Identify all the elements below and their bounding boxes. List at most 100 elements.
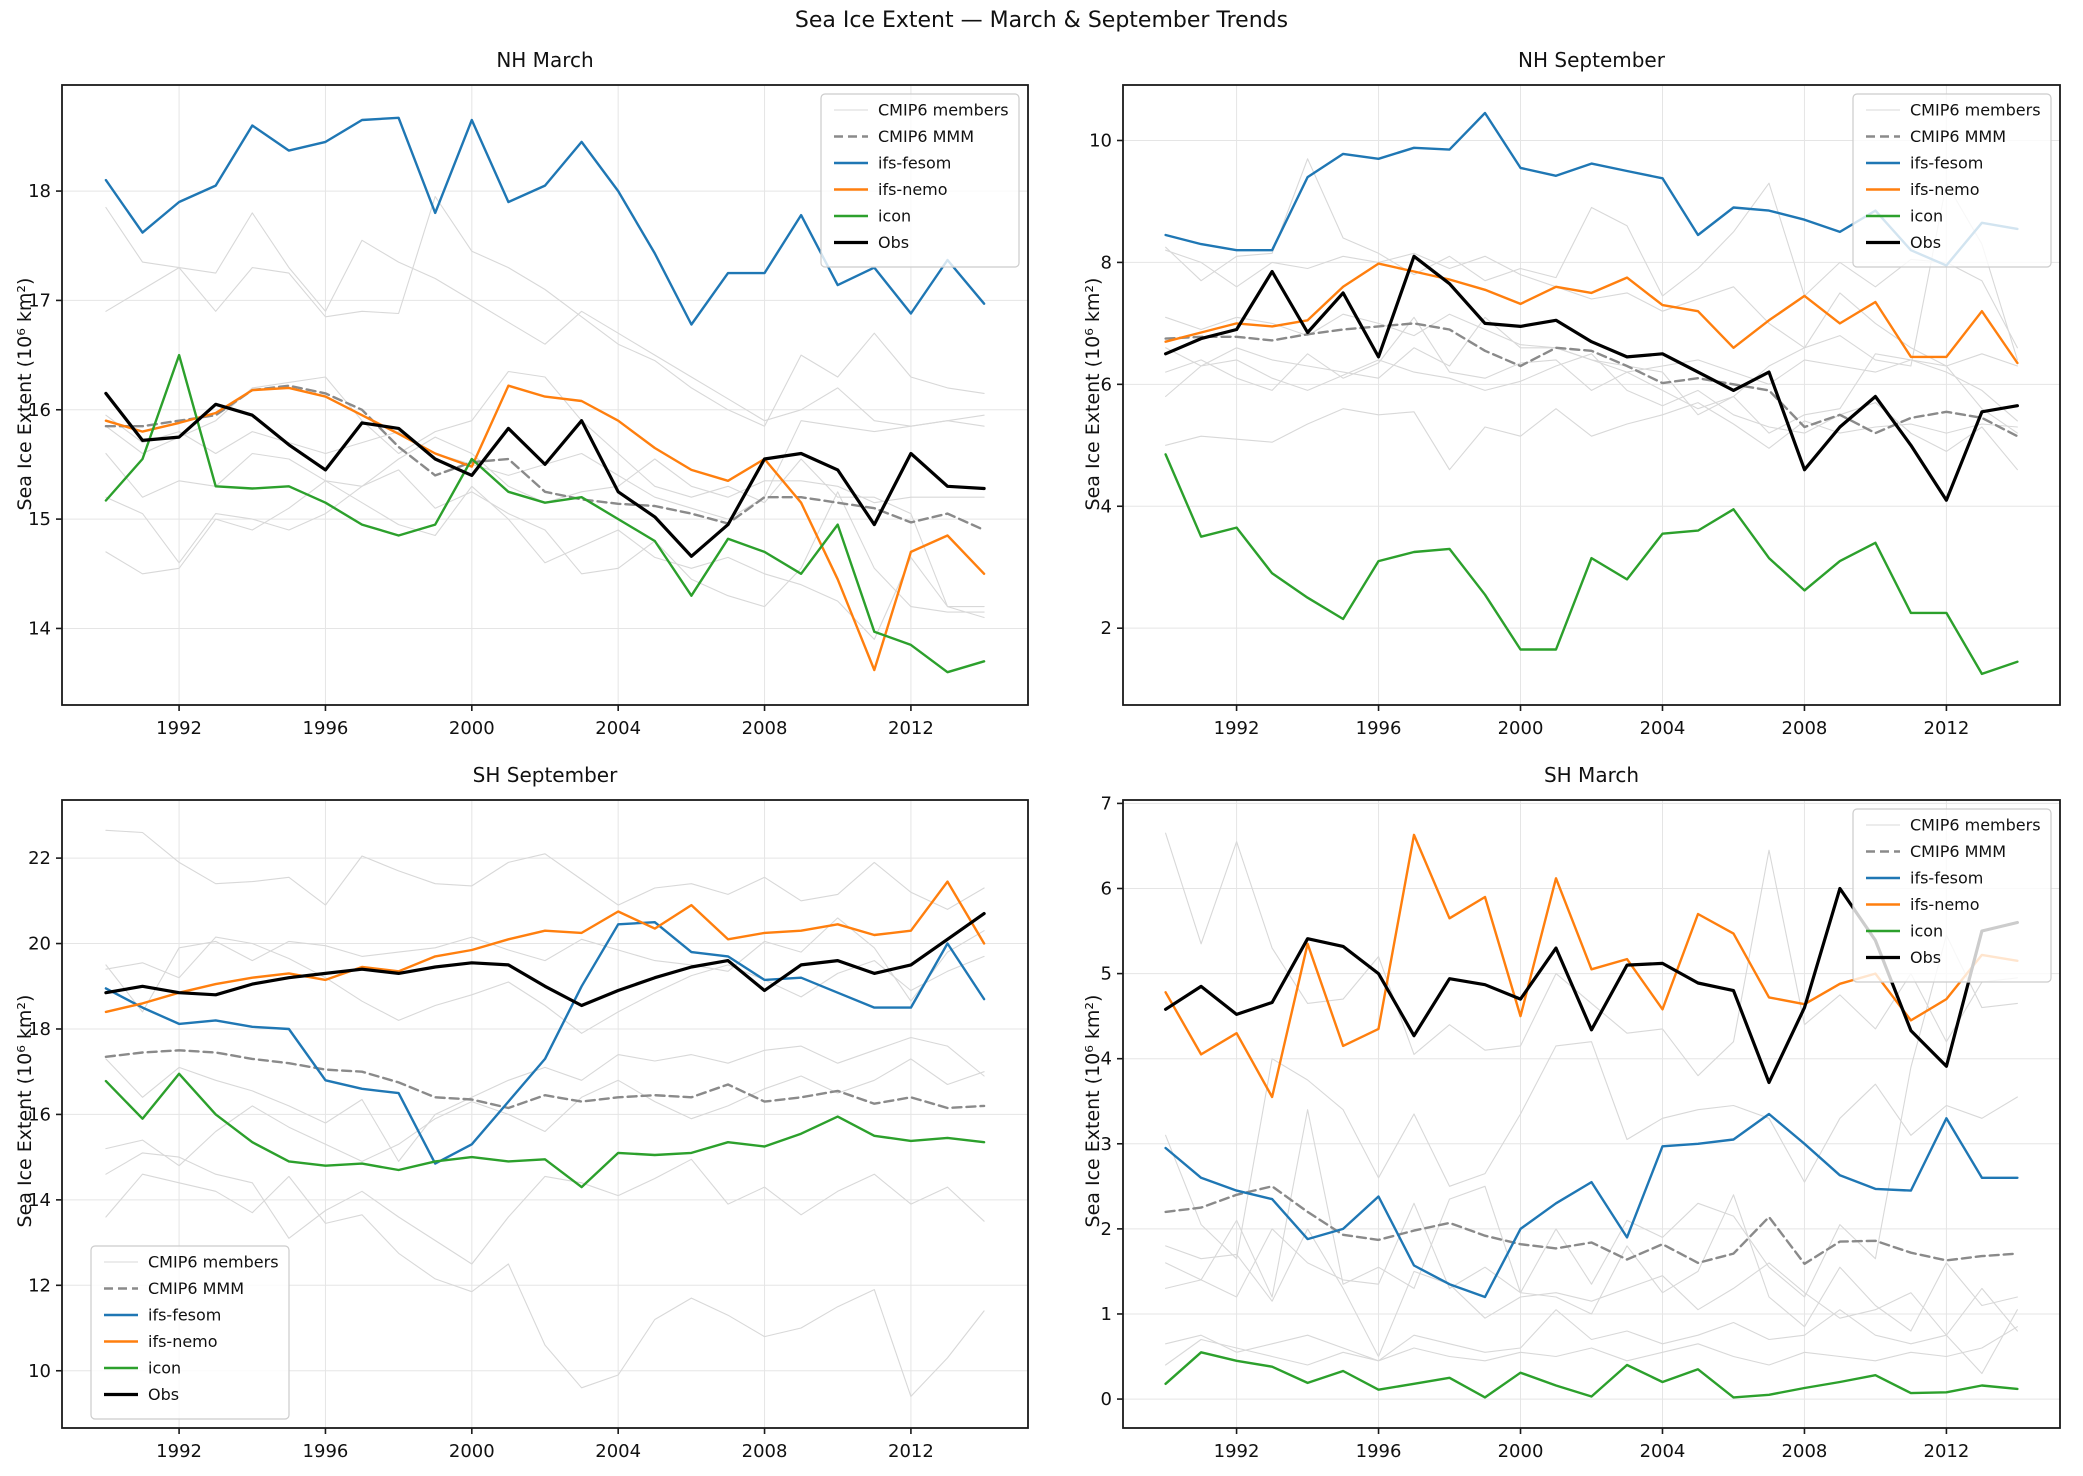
x-tick-label: 2000: [449, 718, 495, 739]
legend-label-members: CMIP6 members: [1910, 816, 2041, 835]
member-line-3: [1165, 1194, 2018, 1332]
y-tick-label: 5: [1101, 964, 1112, 985]
legend-label-members: CMIP6 members: [1910, 101, 2041, 120]
panel-sh-september: 1992 1996 2000 2004 2008 2012 10 12 14 16 18 20 22 CM…: [28, 799, 1029, 1462]
obs-line: [104, 391, 986, 558]
x-tick-label: 1992: [1214, 718, 1260, 739]
member-line-5: [105, 936, 985, 1034]
panel-nh-march: 1992 1996 2000 2004 2008 2012 14 15 16 17 18 CMIP6 …: [28, 84, 1029, 739]
icon-line: [1164, 453, 2019, 676]
x-tick-label: 2008: [742, 1441, 788, 1462]
member-line-5: [1165, 1326, 2018, 1366]
legend-label-fesom: ifs-fesom: [1910, 154, 1983, 173]
legend-label-mmm: CMIP6 MMM: [148, 1279, 244, 1298]
x-tick-label: 2004: [595, 1441, 641, 1462]
legend-label-nemo: ifs-nemo: [148, 1332, 218, 1351]
member-line-3: [105, 1152, 985, 1265]
y-tick-label: 16: [28, 1104, 51, 1125]
x-tick-label: 2004: [595, 718, 641, 739]
x-tick-label: 2000: [1498, 1441, 1544, 1462]
x-tick-label: 1996: [1356, 718, 1402, 739]
x-tick-label: 2012: [888, 718, 934, 739]
y-tick-label: 18: [28, 181, 51, 202]
member-line-4: [105, 1173, 985, 1397]
ifs-fesom-line: [1164, 1112, 2019, 1299]
member-line-0: [1165, 832, 2018, 1077]
y-tick-label: 16: [28, 400, 51, 421]
y-tick-label: 8: [1101, 252, 1112, 273]
legend-label-obs: Obs: [148, 1385, 179, 1404]
x-tick-label: 2012: [888, 1441, 934, 1462]
x-tick-label: 2012: [1924, 718, 1970, 739]
cmip6-mmm-line: [104, 384, 986, 532]
ifs-fesom-line: [104, 921, 986, 1165]
member-line-2: [105, 1036, 985, 1162]
y-tick-label: 2: [1101, 1219, 1112, 1240]
icon-line: [104, 1072, 986, 1189]
legend-label-obs: Obs: [1910, 233, 1941, 252]
member-line-5: [105, 480, 985, 640]
legend-label-fesom: ifs-fesom: [1910, 869, 1983, 888]
member-line-6: [1165, 1228, 2018, 1375]
member-line-6: [105, 1058, 985, 1167]
x-tick-label: 1992: [156, 1441, 202, 1462]
member-line-1: [105, 195, 985, 427]
y-tick-label: 17: [28, 290, 51, 311]
member-line-0: [105, 206, 985, 427]
panel-title-sh-september: SH September: [472, 763, 618, 787]
y-tick-label: 14: [28, 618, 51, 639]
y-tick-label: 6: [1101, 374, 1112, 395]
y-tick-label: 6: [1101, 878, 1112, 899]
legend-label-nemo: ifs-nemo: [1910, 895, 1980, 914]
y-tick-label: 22: [28, 848, 51, 869]
y-tick-label: 15: [28, 509, 51, 530]
x-tick-label: 2004: [1640, 718, 1686, 739]
obs-line: [104, 911, 986, 1008]
legend: CMIP6 members CMIP6 MMM ifs-fesom ifs-nemo i…: [1852, 808, 2052, 983]
cmip6-member-lines: [1165, 832, 2018, 1375]
y-tick-label: 3: [1101, 1134, 1112, 1155]
member-line-1: [1165, 1041, 2018, 1260]
legend-label-members: CMIP6 members: [148, 1253, 279, 1272]
legend-label-icon: icon: [148, 1359, 181, 1378]
icon-line: [1164, 1351, 2019, 1399]
cmip6-mmm-line: [104, 1049, 986, 1110]
x-tick-label: 2008: [742, 718, 788, 739]
legend-label-obs: Obs: [1910, 948, 1941, 967]
x-tick-label: 2008: [1782, 1441, 1828, 1462]
member-line-5: [1165, 313, 2018, 422]
legend-label-icon: icon: [1910, 207, 1943, 226]
y-tick-label: 12: [28, 1275, 51, 1296]
y-tick-label: 4: [1101, 496, 1112, 517]
cmip6-mmm-line: [1164, 322, 2019, 438]
obs-line: [1163, 254, 2020, 502]
ifs-nemo-line: [104, 880, 986, 1014]
y-tick-label: 14: [28, 1190, 51, 1211]
cmip6-member-lines: [1165, 158, 2018, 471]
x-tick-label: 2000: [1498, 718, 1544, 739]
y-tick-label: 20: [28, 934, 51, 955]
panel-title-sh-march: SH March: [1543, 763, 1640, 787]
legend-label-icon: icon: [878, 207, 911, 226]
y-tick-label: 7: [1101, 793, 1112, 814]
ifs-nemo-line: [1164, 262, 2019, 365]
member-line-4: [1165, 1287, 2018, 1362]
gridlines: [1123, 85, 2060, 705]
x-tick-label: 2000: [449, 1441, 495, 1462]
legend-label-icon: icon: [1910, 922, 1943, 941]
y-tick-label: 2: [1101, 618, 1112, 639]
axes-frame: 1992 1996 2000 2004 2008 2012 10 12 14 16 18 20 22: [28, 799, 1029, 1462]
legend-label-mmm: CMIP6 MMM: [1910, 842, 2006, 861]
legend: CMIP6 members CMIP6 MMM ifs-fesom ifs-nemo i…: [90, 1245, 290, 1420]
legend-label-fesom: ifs-fesom: [148, 1306, 221, 1325]
ifs-nemo-line: [104, 384, 986, 672]
member-line-3: [1165, 402, 2018, 471]
x-tick-label: 2008: [1782, 718, 1828, 739]
x-tick-label: 1992: [156, 718, 202, 739]
legend-label-nemo: ifs-nemo: [878, 180, 948, 199]
member-line-4: [1165, 347, 2018, 471]
y-tick-label: 10: [1089, 130, 1112, 151]
